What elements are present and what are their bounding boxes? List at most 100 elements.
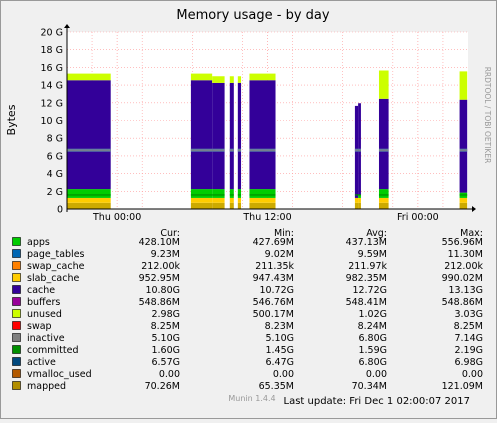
y-axis-arrow — [64, 24, 70, 28]
inactive-line — [237, 149, 242, 151]
legend-cur-value: 2.98G — [151, 309, 180, 320]
legend-avg-value: 548.41M — [346, 297, 387, 308]
area-segment — [67, 197, 111, 203]
data-areas — [67, 70, 468, 209]
area-segment — [378, 70, 389, 99]
header-avg: Avg: — [366, 228, 387, 239]
legend-swatch — [12, 237, 21, 246]
inactive-line — [249, 149, 276, 151]
legend-name: page_tables — [27, 249, 85, 260]
committed-line — [459, 194, 468, 196]
legend-avg-value: 6.80G — [358, 333, 387, 344]
legend-swatch — [12, 261, 21, 270]
committed-line — [358, 194, 361, 196]
legend-max-value: 11.30M — [448, 249, 483, 260]
chart-title: Memory usage - by day — [176, 8, 329, 23]
legend-swatch — [12, 357, 21, 366]
area-segment — [190, 202, 213, 209]
legend-cur-value: 1.60G — [151, 345, 180, 356]
area-segment — [212, 76, 225, 83]
legend-cur-value: 0.00 — [159, 369, 180, 380]
legend-swatch — [12, 333, 21, 342]
legend-swatch — [12, 345, 21, 354]
area-segment — [459, 202, 468, 209]
legend-max-value: 7.14G — [454, 333, 483, 344]
area-segment — [459, 197, 468, 203]
legend-cur-value: 548.86M — [139, 297, 180, 308]
legend-swatch — [12, 321, 21, 330]
legend-name: apps — [27, 237, 50, 248]
legend-cur-value: 6.57G — [151, 357, 180, 368]
area-segment — [67, 202, 111, 209]
y-tick-label: 14 G — [41, 81, 63, 92]
legend-min-value: 6.47G — [265, 357, 294, 368]
area-segment — [354, 197, 359, 203]
legend-max-value: 0.00 — [462, 369, 483, 380]
area-segment — [190, 80, 213, 190]
committed-line — [354, 194, 359, 196]
area-segment — [212, 189, 225, 198]
area-segment — [229, 82, 234, 190]
area-segment — [237, 202, 242, 209]
y-tick-label: 10 G — [41, 116, 63, 127]
y-axis-label: Bytes — [5, 104, 18, 135]
legend-swatch — [12, 273, 21, 282]
legend-name: inactive — [27, 333, 65, 344]
committed-line — [212, 194, 225, 196]
area-segment — [190, 189, 213, 198]
legend-max-value: 8.25M — [454, 321, 483, 332]
area-segment — [378, 98, 389, 190]
legend-avg-value: 437.13M — [346, 237, 387, 248]
area-segment — [190, 197, 213, 203]
legend-cur-value: 9.23M — [151, 249, 180, 260]
y-tick-label: 20 G — [41, 28, 63, 39]
inactive-line — [190, 149, 213, 151]
inactive-line — [212, 149, 225, 151]
y-tick-label: 18 G — [41, 45, 63, 56]
area-segment — [249, 80, 276, 190]
area-segment — [249, 202, 276, 209]
legend-avg-value: 9.59M — [358, 249, 387, 260]
committed-line — [237, 194, 242, 196]
inactive-line — [229, 149, 234, 151]
legend-name: swap — [27, 321, 52, 332]
legend-name: vmalloc_used — [27, 369, 92, 380]
inactive-line — [67, 149, 111, 151]
legend-name: active — [27, 357, 56, 368]
legend-max-value: 990.02M — [442, 273, 483, 284]
overlay-lines — [67, 148, 468, 196]
area-segment — [249, 189, 276, 198]
y-tick-labels: 0 2 G 4 G 6 G 8 G 10 G 12 G 14 G 16 G 18 G 20 G — [41, 28, 63, 216]
x-axis-arrow — [472, 206, 476, 212]
area-segment — [249, 197, 276, 203]
header-cur: Cur: — [160, 228, 180, 239]
legend-min-value: 9.02M — [265, 249, 294, 260]
y-tick-label: 6 G — [47, 151, 63, 162]
legend-max-value: 2.19G — [454, 345, 483, 356]
legend-cur-value: 952.95M — [139, 273, 180, 284]
x-tick-label: Thu 00:00 — [92, 212, 141, 223]
legend-name: cache — [27, 285, 55, 296]
area-segment — [229, 202, 234, 209]
y-tick-label: 8 G — [47, 134, 63, 145]
legend-min-value: 8.23M — [265, 321, 294, 332]
y-tick-label: 4 G — [47, 169, 63, 180]
legend-swatch — [12, 297, 21, 306]
area-segment — [358, 202, 361, 209]
legend-min-value: 211.35k — [255, 261, 294, 272]
legend-header: Cur: Min: Avg: Max: — [160, 228, 483, 239]
y-tick-label: 16 G — [41, 63, 63, 74]
legend-min-value: 0.00 — [273, 369, 294, 380]
area-segment — [358, 197, 361, 203]
legend-avg-value: 1.59G — [358, 345, 387, 356]
area-segment — [67, 73, 111, 81]
legend-avg-value: 12.72G — [352, 285, 387, 296]
area-segment — [229, 76, 234, 83]
legend-avg-value: 0.00 — [366, 369, 387, 380]
committed-line — [229, 194, 234, 196]
legend-name: committed — [27, 345, 79, 356]
legend-min-value: 947.43M — [253, 273, 294, 284]
legend-avg-value: 6.80G — [358, 357, 387, 368]
